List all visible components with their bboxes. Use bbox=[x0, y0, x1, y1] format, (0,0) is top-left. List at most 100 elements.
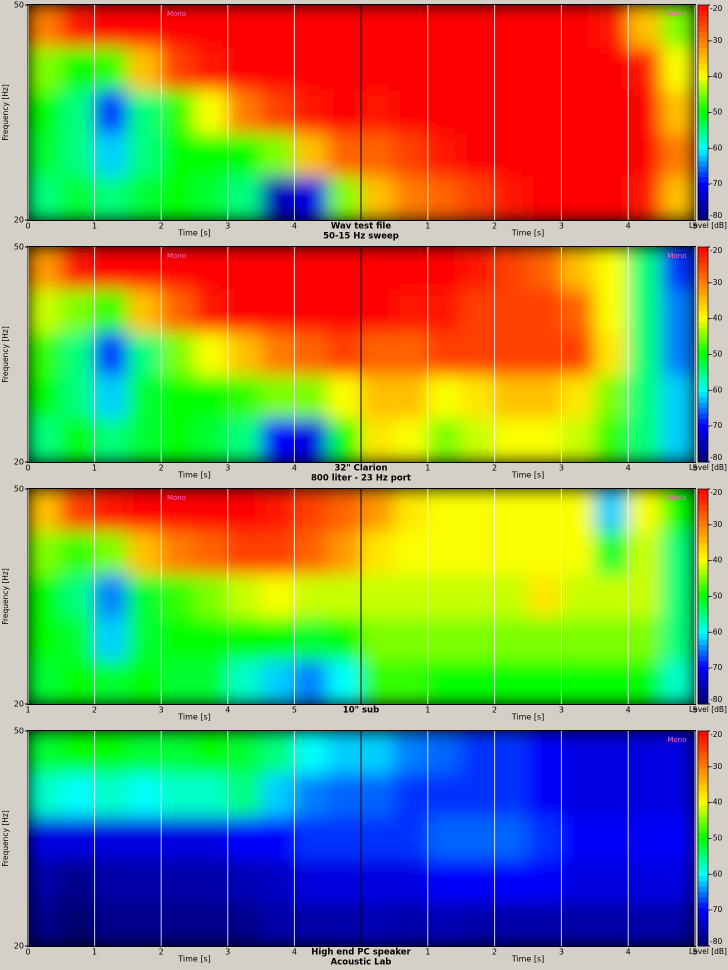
colorbar-tick-label: -80 bbox=[710, 453, 722, 462]
heatmap-cell bbox=[360, 5, 395, 49]
chart-title: 50-15 Hz sweep bbox=[323, 232, 399, 242]
x-tick-label: 5 bbox=[692, 222, 697, 231]
heatmap-cell bbox=[160, 375, 195, 420]
colorbar-step bbox=[698, 752, 708, 759]
x-tick-label: 2 bbox=[492, 222, 497, 231]
heatmap-cell bbox=[594, 574, 629, 619]
colorbar-step bbox=[698, 451, 708, 458]
heatmap-cell bbox=[94, 859, 129, 904]
heatmap-cell bbox=[460, 773, 496, 818]
heatmap-cell bbox=[28, 247, 62, 291]
heatmap-cell bbox=[227, 859, 262, 904]
heatmap-cell bbox=[127, 176, 162, 220]
heatmap-cell bbox=[527, 5, 562, 49]
heatmap-cell bbox=[560, 731, 596, 775]
heatmap-cell bbox=[661, 773, 695, 818]
heatmap-cell bbox=[393, 859, 429, 904]
heatmap-cell bbox=[627, 47, 663, 92]
heatmap-cell bbox=[28, 90, 62, 135]
heatmap-cell bbox=[460, 859, 496, 904]
heatmap-cell bbox=[327, 176, 362, 220]
colorbar-step bbox=[698, 854, 708, 861]
colorbar-step bbox=[698, 865, 708, 872]
heatmap-cell bbox=[60, 574, 96, 619]
colorbar-step bbox=[698, 634, 708, 640]
y-tick-label: 20 bbox=[14, 700, 24, 709]
colorbar-step bbox=[698, 892, 708, 899]
colorbar-step bbox=[698, 757, 708, 764]
heatmap-cell bbox=[661, 289, 695, 334]
heatmap-cell bbox=[460, 731, 496, 775]
heatmap-cell bbox=[127, 660, 162, 704]
heatmap-cell bbox=[60, 731, 96, 775]
heatmap-cell bbox=[60, 375, 96, 420]
colorbar-step bbox=[698, 919, 708, 925]
annotation: Mono bbox=[167, 252, 186, 260]
colorbar-step bbox=[698, 881, 708, 888]
colorbar-step bbox=[698, 37, 708, 44]
colorbar-step bbox=[698, 940, 708, 947]
heatmap-cell bbox=[227, 816, 262, 861]
colorbar-step bbox=[698, 177, 708, 183]
colorbar-step bbox=[698, 677, 708, 683]
x-tick-label: 3 bbox=[225, 222, 230, 231]
heatmap-cell bbox=[594, 816, 629, 861]
colorbar-step bbox=[698, 42, 708, 49]
colorbar-step bbox=[698, 779, 708, 786]
heatmap-cell bbox=[60, 816, 96, 861]
heatmap-cell bbox=[360, 489, 395, 533]
heatmap-cell bbox=[360, 617, 395, 662]
heatmap-cell bbox=[560, 133, 596, 178]
heatmap-cell bbox=[160, 289, 195, 334]
y-tick-label: 50 bbox=[14, 1, 24, 10]
heatmap-cell bbox=[327, 289, 362, 334]
heatmap-cell bbox=[94, 289, 129, 334]
heatmap-cell bbox=[494, 176, 529, 220]
heatmap-cell bbox=[627, 247, 663, 291]
heatmap-cell bbox=[427, 176, 462, 220]
heatmap-cell bbox=[160, 902, 195, 946]
heatmap-cell bbox=[127, 133, 162, 178]
colorbar-step bbox=[698, 311, 708, 318]
x-axis-label: Time [s] bbox=[177, 229, 211, 238]
heatmap-cell bbox=[393, 489, 429, 533]
colorbar-step bbox=[698, 623, 708, 630]
colorbar-step bbox=[698, 343, 708, 350]
colorbar-tick-label: -20 bbox=[710, 730, 722, 739]
heatmap-cell bbox=[661, 574, 695, 619]
heatmap-cell bbox=[427, 773, 462, 818]
heatmap-cell bbox=[127, 247, 162, 291]
heatmap-cell bbox=[560, 289, 596, 334]
heatmap-cell bbox=[94, 531, 129, 576]
heatmap-cell bbox=[494, 617, 529, 662]
x-tick-label: 4 bbox=[225, 706, 230, 715]
heatmap-cell bbox=[227, 176, 262, 220]
annotation: Mono bbox=[167, 10, 186, 18]
heatmap-cell bbox=[427, 133, 462, 178]
colorbar-step bbox=[698, 929, 708, 936]
heatmap-cell bbox=[560, 375, 596, 420]
heatmap-cell bbox=[360, 375, 395, 420]
colorbar-step bbox=[698, 532, 708, 538]
heatmap-cell bbox=[194, 617, 229, 662]
heatmap-cell bbox=[293, 332, 329, 377]
heatmap-cell bbox=[260, 816, 295, 861]
heatmap-cell bbox=[160, 489, 195, 533]
heatmap-cell bbox=[60, 332, 96, 377]
heatmap-cell bbox=[393, 332, 429, 377]
x-tick-label: 4 bbox=[626, 464, 631, 473]
heatmap-cell bbox=[560, 5, 596, 49]
heatmap-cell bbox=[28, 617, 62, 662]
y-tick-label: 50 bbox=[14, 727, 24, 736]
x-tick-label: 3 bbox=[159, 706, 164, 715]
heatmap-cell bbox=[293, 375, 329, 420]
heatmap bbox=[28, 489, 695, 704]
y-axis-label: Frequency [Hz] bbox=[1, 326, 10, 383]
colorbar-tick-label: -60 bbox=[710, 627, 722, 636]
heatmap-cell bbox=[527, 902, 562, 946]
colorbar-step bbox=[698, 736, 708, 743]
colorbar-step bbox=[698, 64, 708, 70]
colorbar-step bbox=[698, 117, 708, 124]
heatmap-cell bbox=[393, 375, 429, 420]
heatmap-cell bbox=[360, 247, 395, 291]
